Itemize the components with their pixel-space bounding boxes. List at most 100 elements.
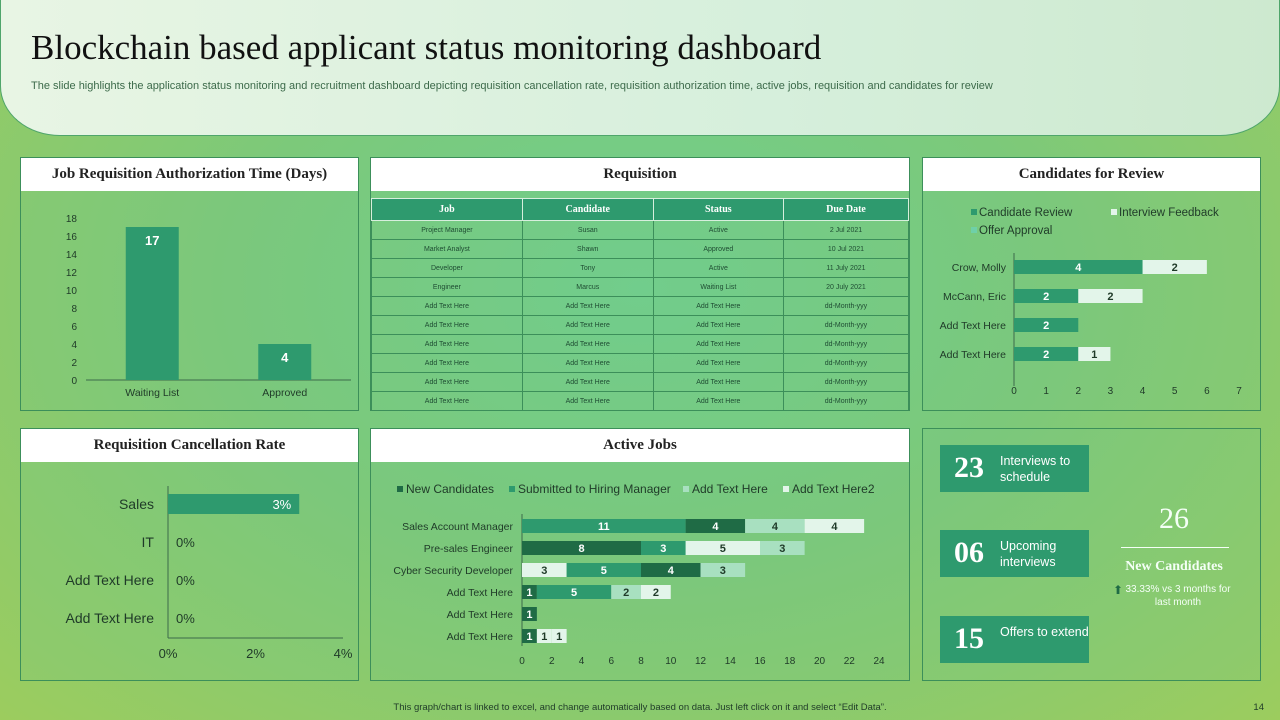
kpi-label: Upcoming interviews bbox=[1000, 539, 1057, 569]
table-cell: Add Text Here bbox=[652, 372, 784, 392]
table-cell: 2 Jul 2021 bbox=[782, 220, 910, 240]
requisition-table: Job Candidate Status Due Date Project Manag… bbox=[371, 198, 910, 411]
x-tick-label: 7 bbox=[1236, 386, 1242, 397]
data-label: 2 bbox=[1043, 291, 1049, 303]
x-tick-label: 4% bbox=[334, 646, 353, 661]
bar-sales bbox=[168, 494, 300, 514]
data-label: 0% bbox=[176, 573, 195, 588]
table-cell: Add Text Here bbox=[521, 296, 654, 316]
legend-swatch bbox=[1111, 209, 1117, 215]
data-label: 3 bbox=[720, 565, 726, 577]
legend-swatch bbox=[971, 209, 977, 215]
y-tick-label: Sales Account Manager bbox=[402, 521, 513, 533]
bar-segment bbox=[641, 541, 686, 555]
data-label: 2 bbox=[1172, 262, 1178, 274]
x-tick-label: 3 bbox=[1108, 386, 1114, 397]
legend-label: Candidate Review bbox=[979, 207, 1073, 219]
x-tick-label: 18 bbox=[784, 656, 796, 667]
y-tick-label: Add Text Here bbox=[940, 349, 1007, 361]
data-label: 2 bbox=[653, 587, 659, 599]
table-row: Add Text Here Add Text Here Add Text Here d… bbox=[371, 353, 910, 373]
bar-segment bbox=[1014, 260, 1143, 274]
table-cell: 20 July 2021 bbox=[782, 277, 910, 297]
new-candidates-change: 33.33% vs 3 months for last month bbox=[1125, 584, 1231, 608]
bar-segment bbox=[804, 519, 865, 533]
requisition-table-header: Job Candidate Status Due Date bbox=[371, 198, 910, 221]
cancellation-panel: Requisition Cancellation Rate Sales 3% IT 0… bbox=[20, 428, 359, 681]
y-tick-label: Add Text Here bbox=[447, 631, 514, 643]
table-cell: dd-Month-yyy bbox=[782, 334, 910, 354]
table-row: Add Text Here Add Text Here Add Text Here d… bbox=[371, 372, 910, 392]
bar-segment bbox=[1078, 289, 1143, 303]
cancellation-panel-title: Requisition Cancellation Rate bbox=[21, 429, 358, 462]
x-tick-label: 4 bbox=[579, 656, 585, 667]
page-title: Blockchain based applicant status monito… bbox=[31, 28, 822, 67]
table-header-cell: Status bbox=[652, 198, 784, 221]
y-tick-label: Add Text Here bbox=[447, 609, 514, 621]
table-cell: Add Text Here bbox=[371, 391, 523, 411]
table-cell: dd-Month-yyy bbox=[782, 315, 910, 335]
page-subtitle: The slide highlights the application sta… bbox=[31, 80, 993, 92]
table-cell: Active bbox=[652, 220, 784, 240]
data-label: 2 bbox=[1107, 291, 1113, 303]
bar-segment bbox=[641, 563, 701, 577]
x-tick-label: 2% bbox=[246, 646, 265, 661]
table-row: Developer Tony Active 11 July 2021 bbox=[371, 258, 910, 278]
data-label: 3 bbox=[541, 565, 547, 577]
bar-segment bbox=[641, 585, 671, 599]
data-label: 0% bbox=[176, 535, 195, 550]
legend-label: New Candidates bbox=[406, 482, 494, 496]
table-cell: Active bbox=[652, 258, 784, 278]
x-tick-label: 2 bbox=[1076, 386, 1082, 397]
data-label: 2 bbox=[623, 587, 629, 599]
bar-segment bbox=[566, 563, 641, 577]
legend-label: Add Text Here bbox=[692, 482, 768, 496]
x-tick-label: 0 bbox=[519, 656, 525, 667]
table-cell: Add Text Here bbox=[652, 391, 784, 411]
legend-label: Add Text Here2 bbox=[792, 482, 875, 496]
x-tick-label: 22 bbox=[844, 656, 856, 667]
x-tick-label: 16 bbox=[754, 656, 766, 667]
bar-segment bbox=[536, 629, 552, 643]
y-tick-label: 0 bbox=[71, 376, 77, 387]
table-cell: dd-Month-yyy bbox=[782, 296, 910, 316]
table-cell: Add Text Here bbox=[371, 315, 523, 335]
data-label: 4 bbox=[1075, 262, 1082, 274]
data-label: 1 bbox=[526, 587, 532, 599]
x-tick-label: 24 bbox=[873, 656, 885, 667]
bar-waiting-list bbox=[125, 227, 179, 380]
table-cell: dd-Month-yyy bbox=[782, 372, 910, 392]
x-tick-label: 4 bbox=[1140, 386, 1146, 397]
table-row: Add Text Here Add Text Here Add Text Here d… bbox=[371, 296, 910, 316]
table-cell: Add Text Here bbox=[371, 334, 523, 354]
bar-approved bbox=[258, 344, 312, 380]
data-label: 11 bbox=[598, 521, 610, 533]
legend-swatch bbox=[971, 227, 977, 233]
bar-segment bbox=[685, 519, 746, 533]
table-cell: Add Text Here bbox=[521, 372, 654, 392]
x-tick-label: 0 bbox=[1011, 386, 1017, 397]
legend-label: Interview Feedback bbox=[1119, 207, 1219, 219]
y-tick-label: Sales bbox=[119, 496, 154, 512]
table-cell: Project Manager bbox=[371, 220, 523, 240]
kpi-label: Offers to extend bbox=[1000, 625, 1089, 639]
data-label: 4 bbox=[712, 521, 719, 533]
kpi-number: 06 bbox=[954, 536, 984, 569]
x-tick-label: 6 bbox=[1204, 386, 1210, 397]
active-jobs-panel: Active Jobs New Candidates Submitted to H… bbox=[370, 428, 910, 681]
candidates-chart: Candidate Review Interview Feedback Offer … bbox=[940, 207, 1243, 397]
table-cell: Add Text Here bbox=[652, 353, 784, 373]
table-cell: 11 July 2021 bbox=[782, 258, 910, 278]
data-label: 3 bbox=[779, 543, 785, 555]
y-tick-label: 4 bbox=[71, 340, 77, 351]
data-label: 3% bbox=[272, 497, 291, 512]
candidates-panel-title: Candidates for Review bbox=[923, 158, 1260, 191]
table-cell: Approved bbox=[652, 239, 784, 259]
y-tick-label: 16 bbox=[66, 232, 78, 243]
table-cell: Add Text Here bbox=[521, 315, 654, 335]
y-tick-label: Add Text Here bbox=[66, 572, 155, 588]
cancellation-chart: Sales 3% IT 0% Add Text Here 0% Add Text Here 0… bbox=[66, 486, 353, 661]
y-tick-label: IT bbox=[142, 534, 155, 550]
header-banner: Blockchain based applicant status monito… bbox=[0, 0, 1280, 136]
table-cell: 10 Jul 2021 bbox=[782, 239, 910, 259]
